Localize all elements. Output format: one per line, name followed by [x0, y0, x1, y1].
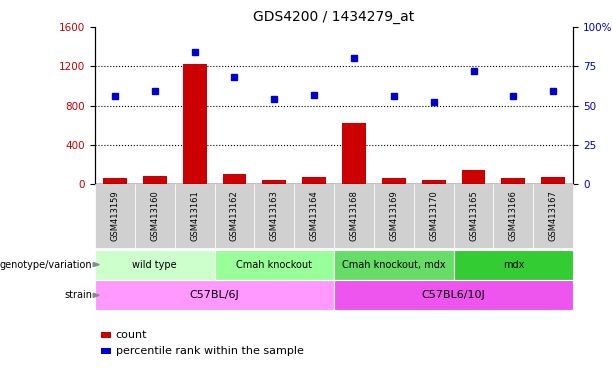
Bar: [103, 179, 127, 184]
Text: percentile rank within the sample: percentile rank within the sample: [116, 346, 303, 356]
Text: GSM413162: GSM413162: [230, 190, 239, 242]
Text: GSM413169: GSM413169: [389, 190, 398, 242]
Bar: [262, 180, 286, 184]
Text: GSM413166: GSM413166: [509, 190, 518, 242]
Text: GSM413167: GSM413167: [549, 190, 558, 242]
Bar: [501, 178, 525, 184]
Text: strain: strain: [64, 290, 92, 300]
Text: GSM413163: GSM413163: [270, 190, 279, 242]
Bar: [183, 64, 207, 184]
Text: GSM413170: GSM413170: [429, 190, 438, 242]
Text: GSM413165: GSM413165: [469, 190, 478, 242]
Text: GSM413168: GSM413168: [349, 190, 359, 242]
Bar: [223, 174, 246, 184]
Bar: [382, 178, 406, 184]
Title: GDS4200 / 1434279_at: GDS4200 / 1434279_at: [253, 10, 415, 25]
Text: Cmah knockout: Cmah knockout: [237, 260, 312, 270]
Text: count: count: [116, 330, 147, 340]
Bar: [541, 177, 565, 184]
Bar: [342, 123, 366, 184]
Text: mdx: mdx: [503, 260, 524, 270]
Text: C57BL6/10J: C57BL6/10J: [422, 290, 485, 300]
Bar: [422, 180, 446, 184]
Text: GSM413159: GSM413159: [110, 191, 120, 241]
Text: GSM413161: GSM413161: [190, 190, 199, 242]
Bar: [302, 177, 326, 184]
Text: Cmah knockout, mdx: Cmah knockout, mdx: [342, 260, 446, 270]
Bar: [143, 177, 167, 184]
Bar: [462, 170, 485, 184]
Text: GSM413160: GSM413160: [150, 190, 159, 242]
Text: wild type: wild type: [132, 260, 177, 270]
Text: GSM413164: GSM413164: [310, 190, 319, 242]
Text: genotype/variation: genotype/variation: [0, 260, 92, 270]
Text: C57BL/6J: C57BL/6J: [189, 290, 240, 300]
